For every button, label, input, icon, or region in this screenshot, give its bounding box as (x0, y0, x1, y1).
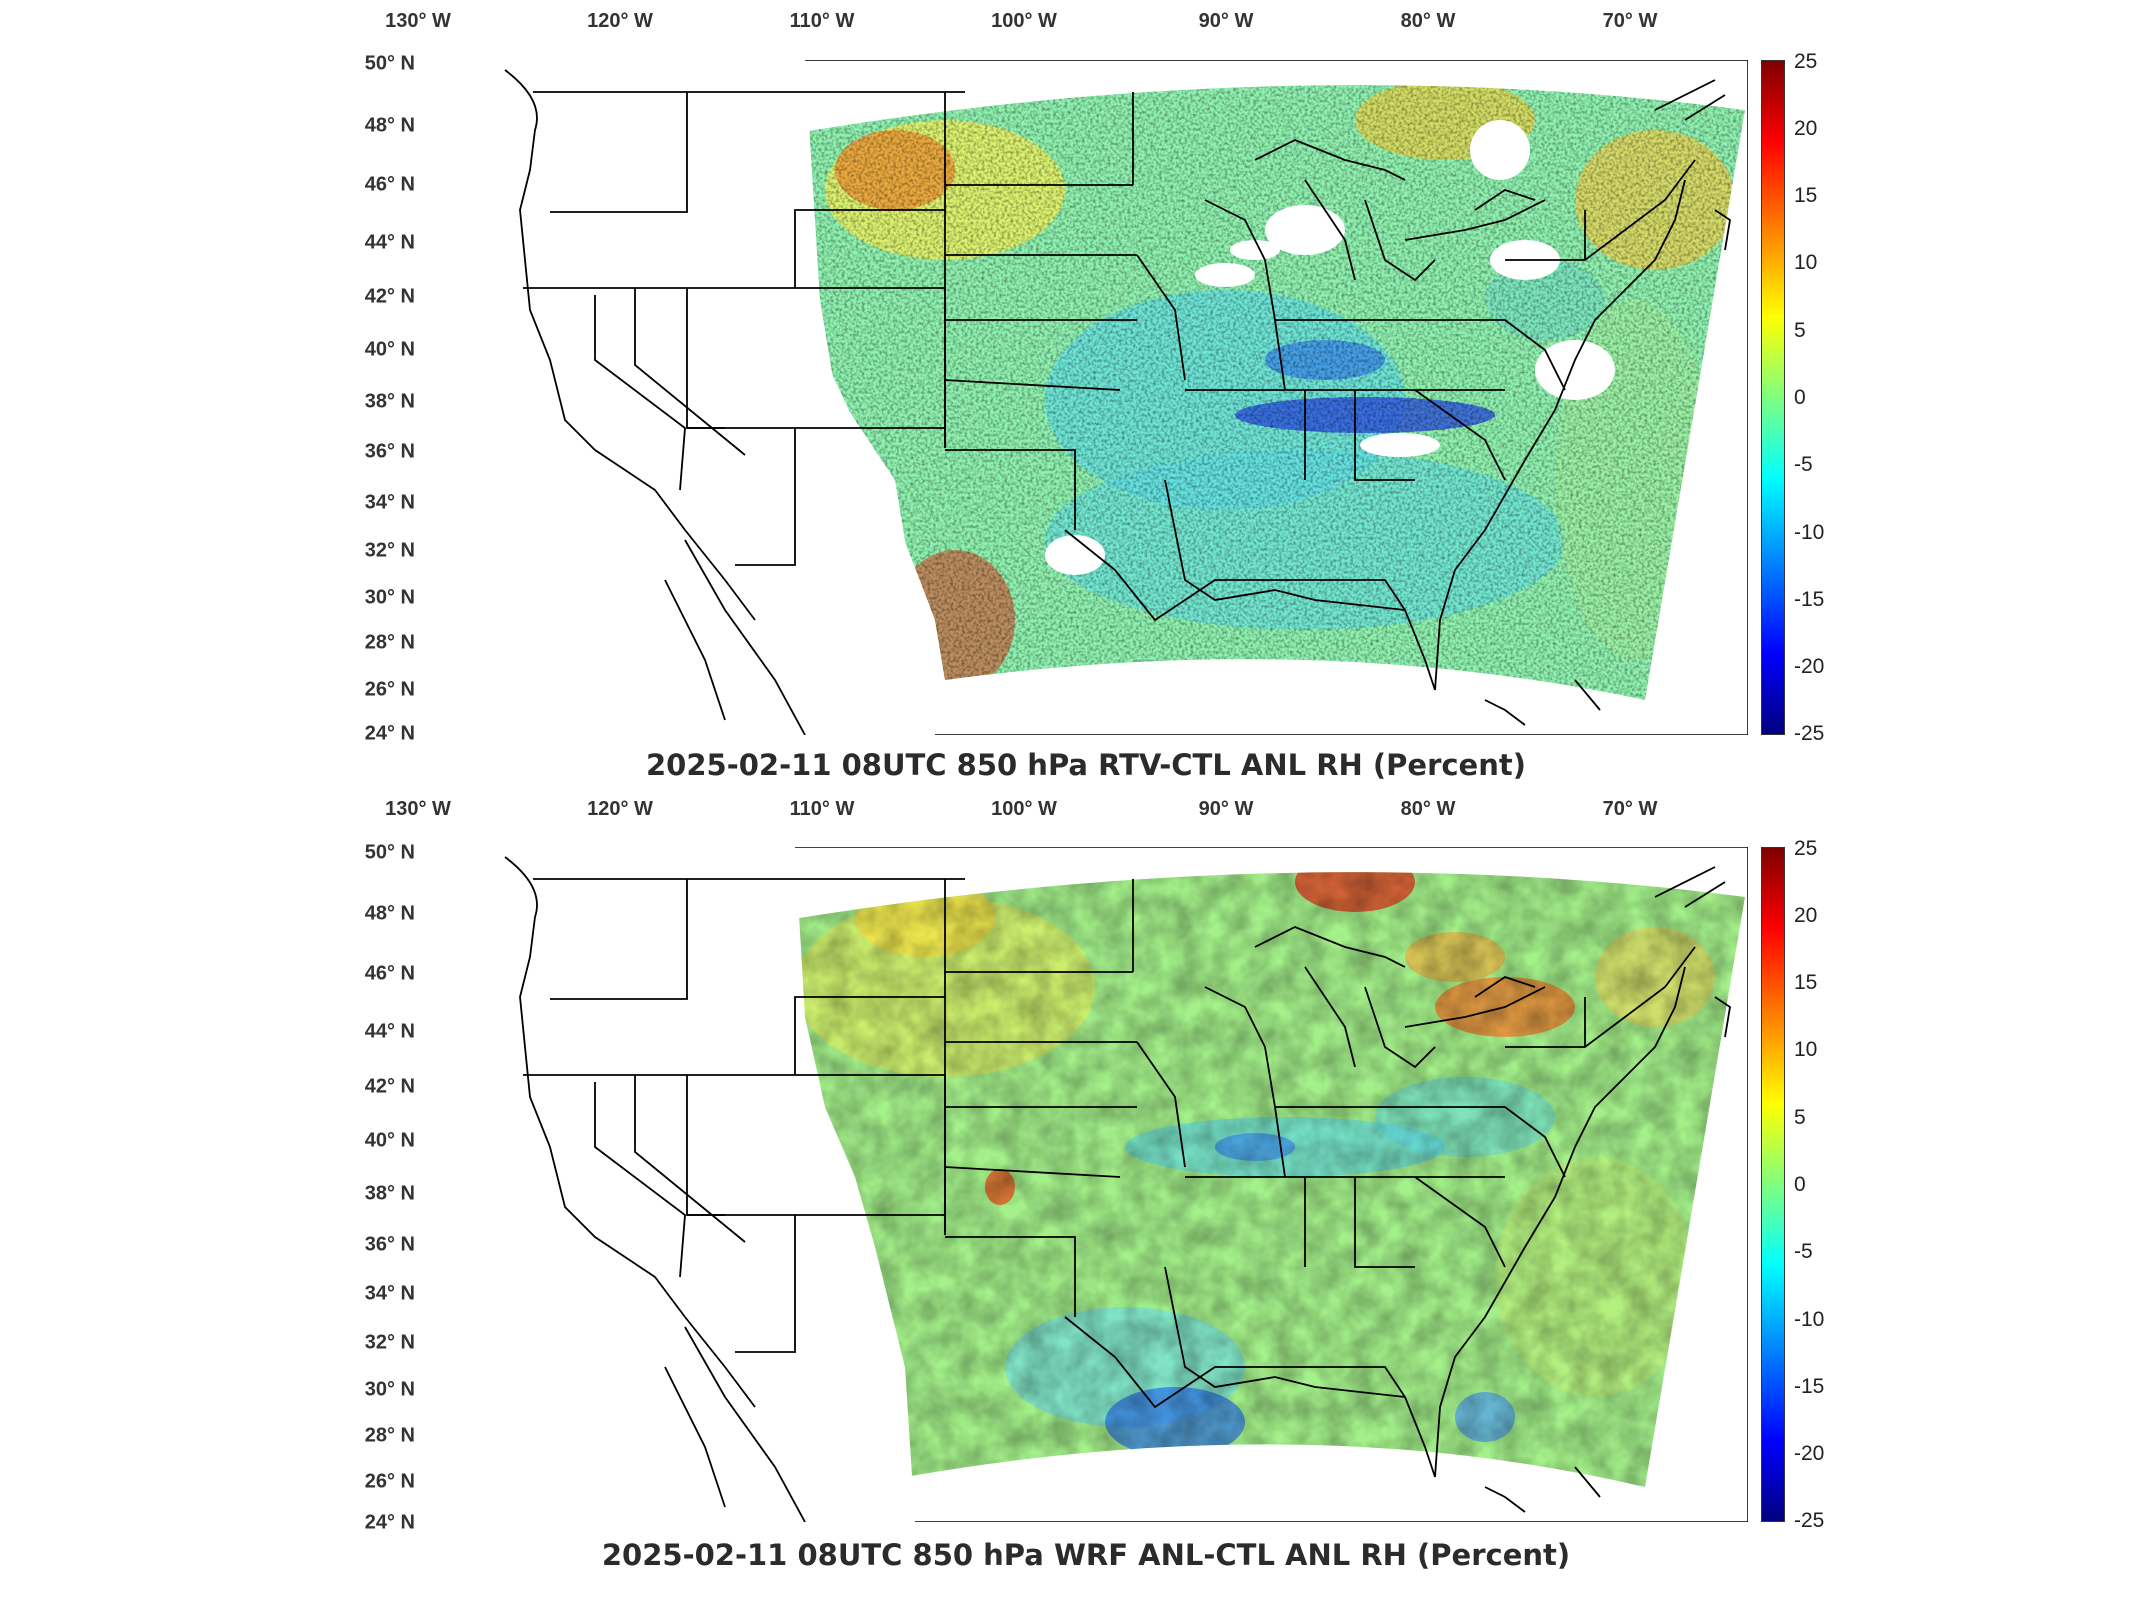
lon-label-110w: 110° W (789, 798, 855, 820)
map-plot-area (425, 60, 1748, 735)
colorbar-tick: 20 (1794, 117, 1818, 140)
colorbar-tick: -5 (1794, 1240, 1813, 1263)
lat-label: 26° N (364, 1470, 415, 1493)
colorbar-tick: -20 (1794, 1442, 1825, 1465)
lon-label-100w: 100° W (991, 10, 1057, 32)
lon-label-90w: 90° W (1198, 798, 1254, 820)
lat-label: 40° N (364, 338, 415, 361)
lon-label-80w: 80° W (1400, 10, 1456, 32)
colorbar-tick: -15 (1794, 588, 1825, 611)
lat-label: 28° N (364, 1424, 415, 1447)
panel-title: 2025-02-11 08UTC 850 hPa RTV-CTL ANL RH … (646, 748, 1526, 782)
lon-label-120w: 120° W (587, 798, 653, 820)
lat-label: 36° N (364, 1233, 415, 1256)
colorbar-tick: -15 (1794, 1375, 1825, 1398)
lat-label: 48° N (364, 902, 415, 925)
lat-label: 40° N (364, 1129, 415, 1152)
lon-label-120w: 120° W (587, 10, 653, 32)
lat-label: 50° N (364, 52, 415, 75)
colorbar (1761, 847, 1785, 1522)
lat-label: 38° N (364, 390, 415, 413)
coastline-and-state-borders (504, 856, 1731, 1522)
lat-label: 28° N (364, 631, 415, 654)
lon-label-110w: 110° W (789, 10, 855, 32)
lat-label: 38° N (364, 1182, 415, 1205)
lat-label: 24° N (364, 1511, 415, 1534)
lat-label: 44° N (364, 1020, 415, 1043)
lat-label: 48° N (364, 114, 415, 137)
colorbar-tick: -5 (1794, 453, 1813, 476)
lat-label: 32° N (364, 539, 415, 562)
lat-label: 34° N (364, 1282, 415, 1305)
lat-label: 24° N (364, 722, 415, 745)
colorbar-tick: 15 (1794, 184, 1818, 207)
colorbar-tick: 15 (1794, 971, 1818, 994)
map-svg (425, 847, 1748, 1522)
lon-label-90w: 90° W (1198, 10, 1254, 32)
no-data-region-west (425, 60, 935, 735)
coastline-and-state-borders (504, 69, 1731, 735)
colorbar-tick: -25 (1794, 722, 1825, 745)
colorbar-tick: -20 (1794, 655, 1825, 678)
map-svg (425, 60, 1748, 735)
rh-difference-field (775, 872, 1745, 1487)
lat-label: 46° N (364, 173, 415, 196)
lon-label-70w: 70° W (1602, 10, 1658, 32)
colorbar-tick: -10 (1794, 521, 1825, 544)
lat-label: 30° N (364, 586, 415, 609)
map-panel-bottom: 130° W 120° W 110° W 100° W 90° W 80° W … (0, 790, 2133, 1600)
colorbar-tick: 0 (1794, 386, 1806, 409)
lon-label-130w: 130° W (385, 10, 451, 32)
colorbar-tick: 25 (1794, 50, 1818, 73)
colorbar-tick: -10 (1794, 1308, 1825, 1331)
lat-label: 36° N (364, 440, 415, 463)
map-plot-area (425, 847, 1748, 1522)
panel-title: 2025-02-11 08UTC 850 hPa WRF ANL-CTL ANL… (601, 1538, 1571, 1572)
lat-label: 32° N (364, 1331, 415, 1354)
lat-label: 46° N (364, 962, 415, 985)
lat-label: 44° N (364, 231, 415, 254)
colorbar-tick: 10 (1794, 251, 1818, 274)
lon-label-80w: 80° W (1400, 798, 1456, 820)
colorbar-tick: 25 (1794, 837, 1818, 860)
lat-label: 34° N (364, 491, 415, 514)
colorbar-tick: 10 (1794, 1038, 1818, 1061)
colorbar-tick: 20 (1794, 904, 1818, 927)
lat-label: 50° N (364, 841, 415, 864)
colorbar (1761, 60, 1785, 735)
map-panel-top: 130° W 120° W 110° W 100° W 90° W 80° W … (0, 0, 2133, 790)
lon-label-130w: 130° W (385, 798, 451, 820)
lat-label: 26° N (364, 678, 415, 701)
colorbar-gradient (1761, 847, 1785, 1522)
no-data-region-west (425, 847, 915, 1522)
lon-label-100w: 100° W (991, 798, 1057, 820)
lat-label: 42° N (364, 1075, 415, 1098)
colorbar-gradient (1761, 60, 1785, 735)
lon-label-70w: 70° W (1602, 798, 1658, 820)
colorbar-tick: -25 (1794, 1509, 1825, 1532)
lat-label: 30° N (364, 1378, 415, 1401)
colorbar-tick: 0 (1794, 1173, 1806, 1196)
lat-label: 42° N (364, 285, 415, 308)
colorbar-tick: 5 (1794, 319, 1806, 342)
colorbar-tick: 5 (1794, 1106, 1806, 1129)
